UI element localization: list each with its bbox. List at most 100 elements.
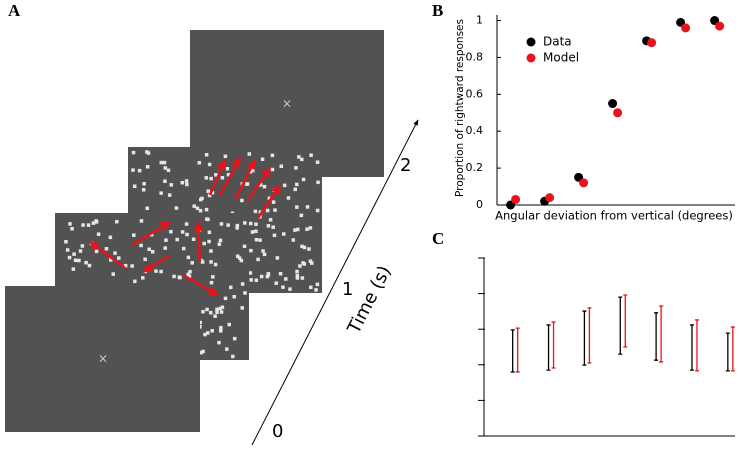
dot [232, 336, 237, 341]
dot [104, 247, 109, 251]
dot [219, 310, 224, 314]
error-bar [582, 310, 587, 366]
dot [204, 176, 208, 180]
dot [145, 206, 149, 211]
dot [219, 325, 223, 330]
time-axis [251, 119, 419, 446]
dot [300, 157, 304, 162]
error-bar [515, 327, 520, 373]
dot [217, 242, 222, 246]
dot [130, 264, 134, 268]
error-bar [694, 319, 699, 372]
dot [204, 152, 209, 157]
dot [314, 288, 318, 292]
dot [80, 244, 85, 248]
error-bar [689, 324, 694, 371]
dot [146, 151, 151, 155]
dot [131, 150, 136, 155]
dot [206, 189, 210, 193]
dot [94, 249, 99, 254]
dot [278, 271, 283, 276]
dot [256, 257, 260, 262]
dot [70, 227, 74, 231]
data-point [608, 99, 618, 109]
dot [186, 272, 190, 277]
dot [247, 152, 252, 156]
dot [172, 274, 176, 279]
dot [237, 256, 242, 260]
dot [250, 230, 255, 234]
motion-arrows [208, 157, 282, 219]
dot [243, 291, 247, 295]
dot [139, 243, 143, 248]
dot [248, 271, 253, 275]
dot [132, 184, 137, 189]
dot [259, 274, 264, 279]
dot [187, 274, 192, 279]
time-label: 0 [272, 421, 283, 442]
dot [249, 278, 253, 282]
time-label: 2 [400, 155, 411, 176]
dot [286, 196, 291, 200]
time-axis-label: Time (s) [343, 262, 395, 338]
legend-label: Model [543, 51, 579, 65]
dot [251, 168, 255, 173]
dot [226, 173, 231, 177]
data-point [511, 194, 521, 204]
dot [174, 206, 179, 210]
dot [205, 307, 209, 312]
error-bar [551, 321, 556, 369]
dot [254, 237, 259, 242]
dot [191, 237, 196, 241]
dot [299, 213, 304, 218]
dot [309, 153, 313, 158]
dot [78, 249, 83, 253]
dot [262, 184, 267, 189]
dot [210, 329, 214, 333]
dot [150, 250, 155, 254]
data-point [613, 108, 623, 118]
dot [302, 245, 307, 250]
dot [209, 176, 213, 181]
error-bar [510, 329, 515, 373]
dot [305, 205, 310, 209]
dot [245, 182, 250, 186]
dot [218, 306, 222, 311]
dot [207, 239, 211, 244]
dot [123, 263, 128, 268]
dot [164, 238, 168, 242]
dot [147, 247, 151, 252]
dot [141, 276, 145, 280]
dot [162, 160, 167, 165]
dot [310, 261, 314, 265]
dot [84, 260, 88, 265]
dot [209, 310, 213, 315]
dot [217, 340, 221, 345]
dot [262, 252, 267, 257]
dot [184, 179, 189, 183]
dot [223, 154, 228, 159]
dot [274, 281, 278, 285]
dot [300, 276, 305, 280]
dot [159, 191, 163, 195]
dot [235, 254, 240, 259]
dot [213, 262, 218, 267]
dot [268, 218, 273, 222]
dot [301, 177, 306, 182]
dot [288, 287, 292, 291]
dot [206, 331, 210, 335]
y-axis-label: Proportion of rightward responses [454, 19, 466, 197]
dot [177, 275, 182, 279]
dot [192, 204, 196, 208]
dot [305, 227, 309, 231]
dot [94, 219, 98, 223]
dot [159, 269, 163, 274]
dot [203, 332, 207, 337]
dot [235, 226, 239, 230]
fixation-cross: × [98, 352, 108, 366]
dot [137, 168, 142, 173]
dot [227, 322, 231, 327]
dot [254, 229, 258, 234]
dot [265, 274, 270, 279]
